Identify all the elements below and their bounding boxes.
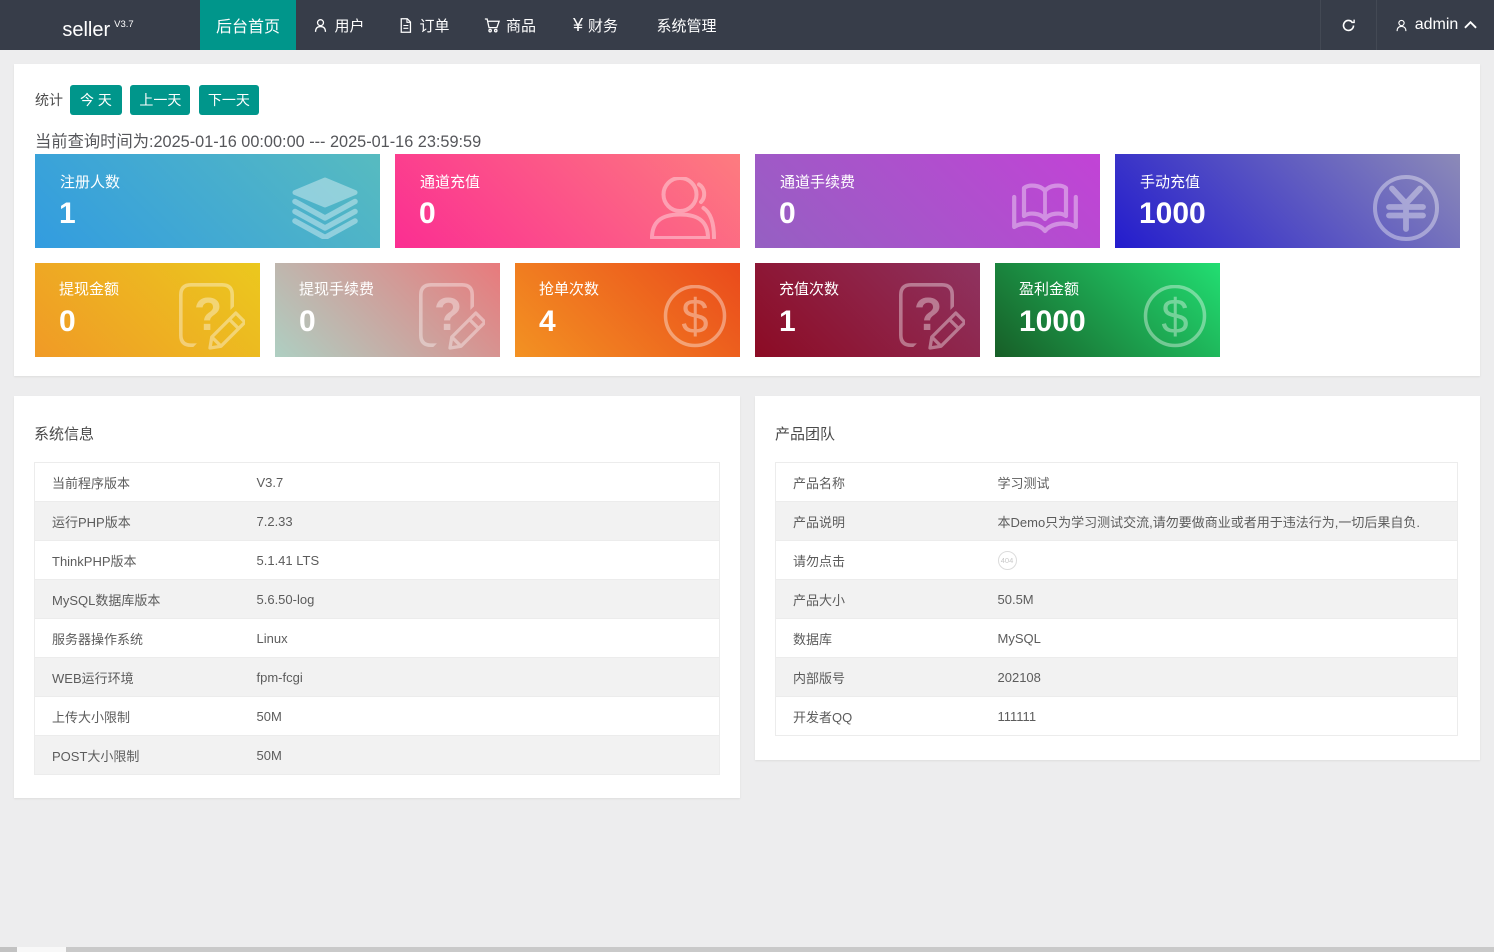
svg-text:?: ? — [434, 288, 462, 340]
svg-text:$: $ — [681, 290, 708, 344]
svg-text:?: ? — [194, 288, 222, 340]
svg-text:$: $ — [1161, 290, 1188, 344]
svg-text:?: ? — [914, 288, 942, 340]
